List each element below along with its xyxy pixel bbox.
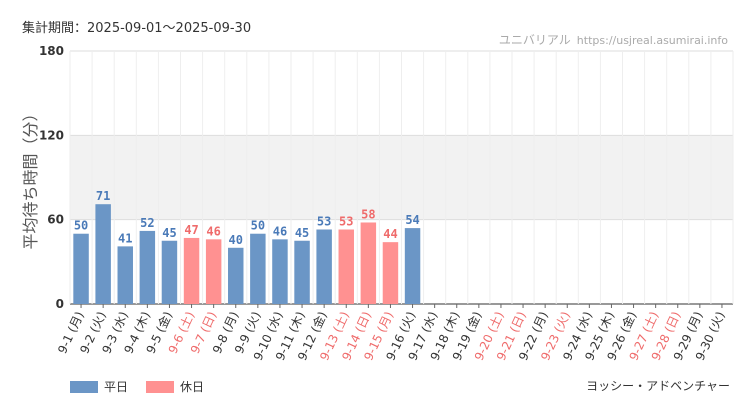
bar-value-label: 45	[295, 226, 309, 240]
legend-label-weekday: 平日	[104, 380, 129, 394]
bar-value-label: 41	[118, 231, 132, 245]
legend-swatch-weekday	[70, 380, 98, 393]
bar-value-label: 71	[96, 189, 110, 203]
legend: 平日 休日	[70, 378, 222, 395]
bar-9-8 (月)	[228, 247, 244, 304]
y-tick-label: 120	[39, 128, 64, 142]
bar-value-label: 53	[339, 215, 353, 229]
bar-value-label: 54	[405, 213, 419, 227]
bar-value-label: 50	[74, 219, 88, 233]
bar-value-label: 46	[273, 224, 287, 238]
bar-value-label: 47	[184, 223, 198, 237]
site-name: ユニバリアル	[498, 33, 571, 47]
bar-value-label: 50	[251, 219, 265, 233]
bar-9-13 (土)	[338, 229, 354, 304]
bar-9-6 (土)	[183, 237, 200, 304]
site-credit: ユニバリアル https://usjreal.asumirai.info	[499, 31, 728, 48]
legend-item-holiday[interactable]: 休日	[146, 378, 204, 395]
y-axis-title: 平均待ち時間（分）	[21, 105, 40, 249]
period-label: 集計期間：2025-09-01～2025-09-30	[22, 21, 252, 36]
bar-value-label: 52	[140, 216, 154, 230]
bar-9-14 (日)	[360, 222, 377, 304]
y-tick-label: 60	[47, 213, 64, 227]
y-tick-label: 0	[56, 297, 64, 311]
bar-value-label: 44	[383, 227, 397, 241]
legend-label-holiday: 休日	[180, 380, 205, 394]
site-url[interactable]: https://usjreal.asumirai.info	[576, 34, 728, 47]
bar-9-15 (月)	[382, 242, 399, 304]
bar-9-7 (日)	[205, 239, 222, 304]
bar-value-label: 46	[206, 224, 220, 238]
bar-9-1 (月)	[73, 233, 89, 304]
bar-9-10 (水)	[272, 239, 288, 304]
bar-9-11 (木)	[294, 240, 310, 304]
bar-value-label: 53	[317, 215, 331, 229]
bar-value-label: 45	[162, 226, 176, 240]
bar-9-16 (火)	[404, 228, 421, 304]
bar-9-4 (木)	[139, 230, 156, 304]
y-tick-label: 180	[39, 44, 64, 58]
bar-value-label: 40	[229, 233, 243, 247]
bar-9-2 (火)	[95, 204, 111, 304]
bar-9-3 (水)	[117, 246, 133, 304]
legend-item-weekday[interactable]: 平日	[70, 378, 128, 395]
bar-value-label: 58	[361, 207, 375, 221]
bar-9-12 (金)	[316, 229, 332, 304]
bar-9-9 (火)	[250, 233, 266, 304]
legend-swatch-holiday	[146, 380, 175, 393]
attraction-name: ヨッシー・アドベンチャー	[586, 379, 730, 393]
bar-9-5 (金)	[161, 240, 178, 304]
